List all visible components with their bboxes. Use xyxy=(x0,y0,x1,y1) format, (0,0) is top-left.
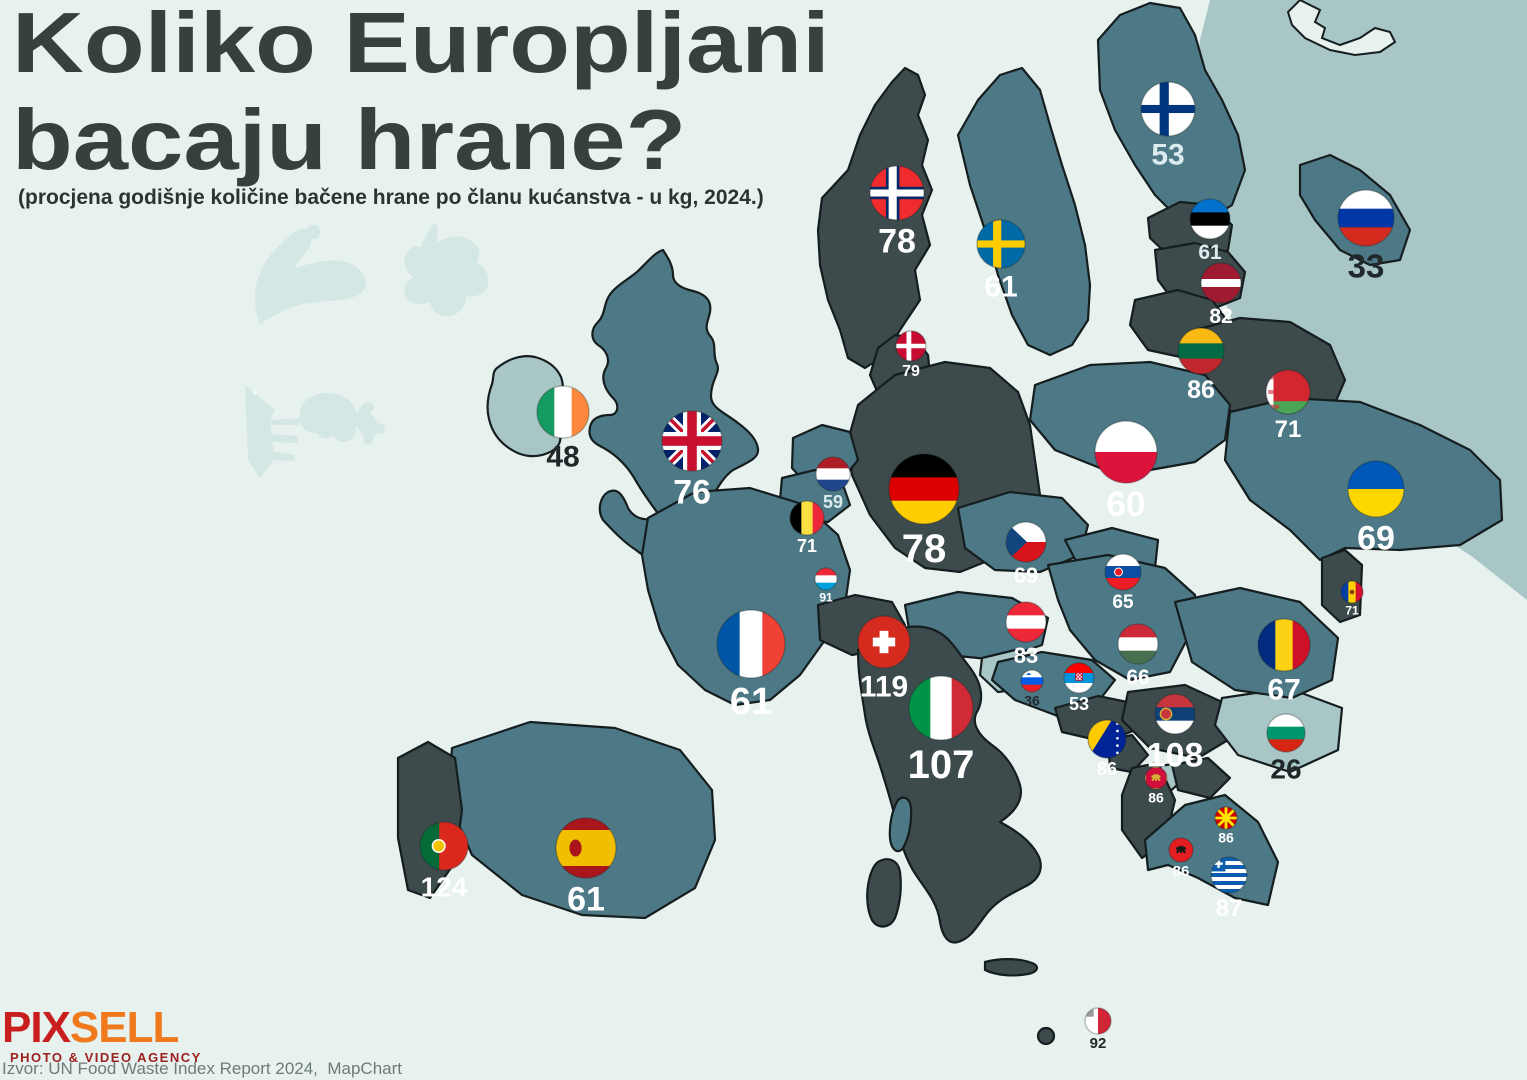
svg-text:66: 66 xyxy=(1126,666,1149,689)
svg-text:119: 119 xyxy=(860,671,908,704)
svg-text:61: 61 xyxy=(730,681,772,723)
svg-text:26: 26 xyxy=(1270,754,1301,785)
svg-text:86: 86 xyxy=(1218,829,1234,845)
svg-text:53: 53 xyxy=(1069,694,1089,714)
svg-text:33: 33 xyxy=(1348,247,1385,284)
svg-text:107: 107 xyxy=(908,743,975,787)
svg-text:79: 79 xyxy=(902,363,920,380)
svg-text:61: 61 xyxy=(567,880,605,918)
svg-text:48: 48 xyxy=(546,441,579,474)
svg-text:86: 86 xyxy=(1097,759,1117,779)
svg-text:65: 65 xyxy=(1112,592,1134,613)
svg-text:86: 86 xyxy=(1173,863,1190,880)
svg-text:78: 78 xyxy=(878,222,916,260)
svg-text:71: 71 xyxy=(1345,603,1359,617)
svg-text:124: 124 xyxy=(421,872,468,903)
svg-text:36: 36 xyxy=(1024,692,1040,708)
svg-text:71: 71 xyxy=(797,536,817,556)
svg-text:82: 82 xyxy=(1209,305,1232,328)
svg-text:53: 53 xyxy=(1151,139,1184,172)
svg-text:76: 76 xyxy=(673,473,711,511)
svg-text:67: 67 xyxy=(1267,674,1300,707)
svg-text:86: 86 xyxy=(1148,789,1164,805)
svg-text:78: 78 xyxy=(902,527,947,571)
svg-text:71: 71 xyxy=(1275,416,1302,443)
svg-text:91: 91 xyxy=(819,590,833,604)
svg-text:87: 87 xyxy=(1216,895,1243,922)
svg-text:60: 60 xyxy=(1107,485,1146,524)
svg-text:69: 69 xyxy=(1014,563,1038,588)
svg-text:69: 69 xyxy=(1357,519,1395,557)
svg-text:92: 92 xyxy=(1090,1035,1107,1052)
svg-text:86: 86 xyxy=(1187,376,1215,404)
svg-text:83: 83 xyxy=(1014,643,1038,668)
svg-text:59: 59 xyxy=(823,492,843,512)
svg-text:61: 61 xyxy=(984,271,1017,304)
svg-text:61: 61 xyxy=(1198,241,1222,264)
